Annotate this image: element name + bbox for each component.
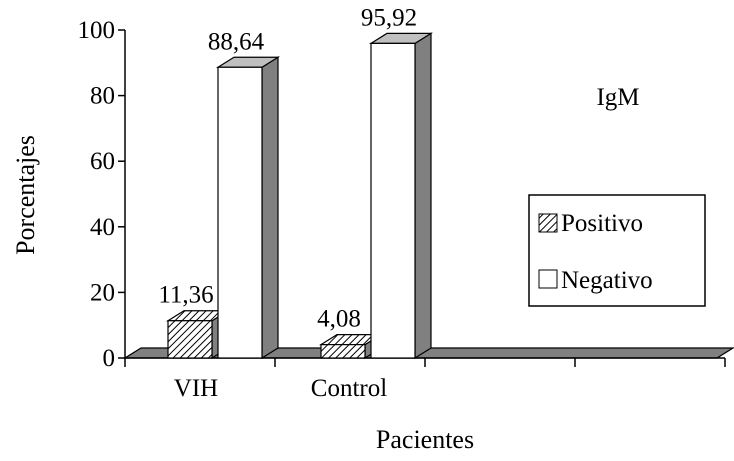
y-tick-label: 0 <box>103 345 116 372</box>
y-tick-label: 100 <box>78 17 116 44</box>
bar-front <box>320 344 366 359</box>
chart-axes: 0 20 40 60 80 100 VIH Control <box>78 17 726 402</box>
legend-label-negativo: Negativo <box>561 267 653 294</box>
data-label: 95,92 <box>361 4 417 31</box>
data-label: 88,64 <box>208 28 265 55</box>
bar-side <box>261 56 279 360</box>
y-tick-label: 40 <box>90 214 115 241</box>
x-tick-label: Control <box>311 375 387 402</box>
legend-box <box>528 194 706 307</box>
y-axis-title: Porcentajes <box>11 135 40 255</box>
bar-front <box>370 42 416 359</box>
legend-swatch-positivo <box>538 213 558 233</box>
legend: Positivo Negativo <box>528 194 706 307</box>
x-tick-label: VIH <box>174 375 218 402</box>
y-tick-label: 60 <box>90 148 115 175</box>
bar-negativo-control <box>368 32 434 360</box>
legend-label-positivo: Positivo <box>561 210 643 237</box>
y-tick-label: 80 <box>90 83 115 110</box>
chart-annotation: IgM <box>596 84 639 111</box>
bar-negativo-vih <box>215 56 281 360</box>
chart-labels: 11,36 4,08 88,64 95,92 <box>158 4 417 332</box>
bar-front <box>217 66 263 359</box>
chart-bars <box>165 32 434 360</box>
y-tick-label: 20 <box>90 279 115 306</box>
data-label: 11,36 <box>158 282 213 309</box>
legend-swatch-negativo <box>538 269 558 289</box>
bar-front <box>167 320 213 359</box>
x-axis-title: Pacientes <box>376 425 474 454</box>
bar-side <box>414 32 432 360</box>
data-label: 4,08 <box>317 306 361 333</box>
